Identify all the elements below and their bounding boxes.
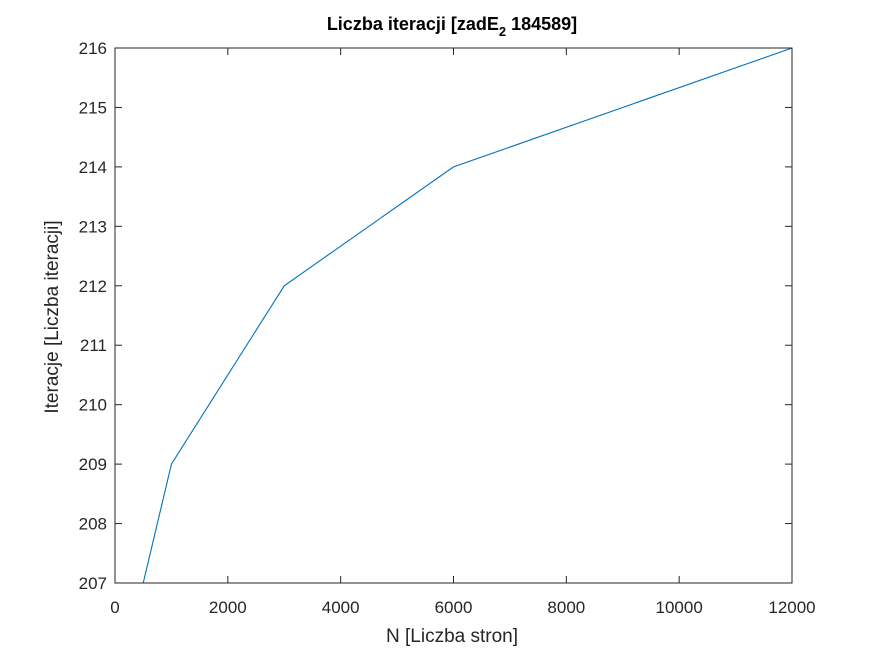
tick-labels-layer: 0 2000 4000 6000 8000 10000 12000 207 208 209 210 2… bbox=[79, 39, 816, 617]
y-tick-label: 216 bbox=[79, 39, 107, 58]
x-tick-label: 4000 bbox=[322, 598, 360, 617]
x-axis-label: N [Liczba stron] bbox=[386, 626, 518, 647]
plot-area bbox=[115, 48, 792, 583]
y-tick-label: 209 bbox=[79, 455, 107, 474]
y-tick-label: 210 bbox=[79, 396, 107, 415]
x-tick-label: 2000 bbox=[209, 598, 247, 617]
y-tick-label: 207 bbox=[79, 574, 107, 593]
x-tick-label: 6000 bbox=[435, 598, 473, 617]
axes-box bbox=[114, 47, 793, 584]
x-tick-label: 12000 bbox=[768, 598, 815, 617]
x-tick-label: 10000 bbox=[656, 598, 703, 617]
y-tick-label: 211 bbox=[80, 336, 107, 355]
chart-title: Liczba iteracji [zadE2 184589] bbox=[327, 14, 577, 39]
y-tick-label: 214 bbox=[79, 158, 107, 177]
y-axis-label: Iteracje [Liczba iteracji] bbox=[42, 220, 63, 413]
chart-title-subscript: 2 bbox=[499, 24, 506, 39]
chart-title-main: Liczba iteracji [zadE bbox=[327, 14, 499, 34]
x-tick-label: 0 bbox=[110, 598, 119, 617]
y-tick-label: 208 bbox=[79, 515, 107, 534]
y-tick-label: 215 bbox=[79, 98, 107, 117]
y-tick-label: 212 bbox=[79, 277, 107, 296]
chart-title-rest: 184589] bbox=[506, 14, 577, 34]
x-tick-label: 8000 bbox=[547, 598, 585, 617]
y-tick-label: 213 bbox=[79, 217, 107, 236]
